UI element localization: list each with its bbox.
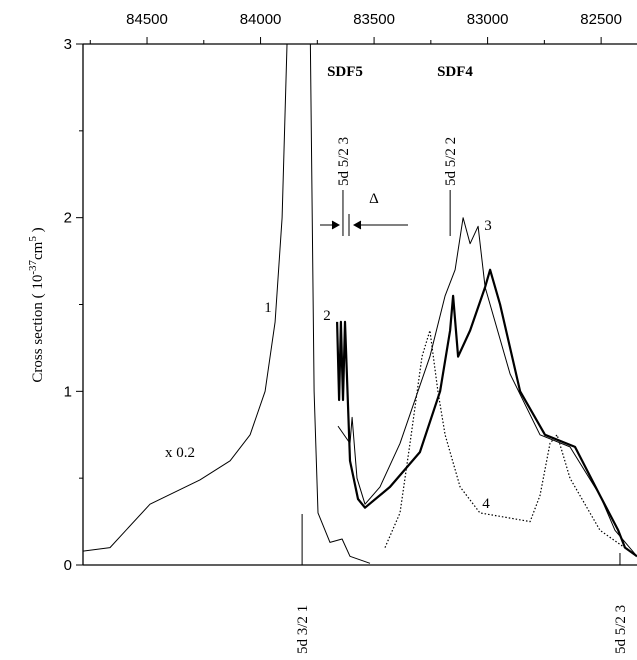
curve-label: 3 — [484, 218, 492, 234]
x-tick-label: 84500 — [126, 11, 168, 28]
marker-label: 5d 5/2 3 — [336, 137, 352, 186]
annotation: x 0.2 — [165, 445, 195, 461]
curve — [336, 268, 637, 558]
y-tick-label: 3 — [64, 36, 72, 53]
marker-label: 5d 5/2 3 — [613, 605, 629, 654]
y-tick-label: 1 — [64, 383, 72, 400]
annotation: SDF5 — [327, 64, 363, 80]
curve — [83, 44, 371, 564]
curve-label: 2 — [323, 308, 331, 324]
x-tick-label: 83000 — [467, 11, 509, 28]
plot-area — [83, 44, 637, 564]
y-tick-label: 2 — [64, 210, 72, 227]
curve — [337, 217, 637, 557]
y-label-part: ) — [30, 227, 46, 236]
curve-label: 4 — [482, 496, 490, 512]
x-tick-label: 84000 — [240, 11, 282, 28]
x-tick-label: 82500 — [580, 11, 622, 28]
y-label-part: Cross section ( 10 — [30, 275, 46, 383]
delta-arrows — [320, 214, 408, 236]
y-axis-label: Cross section ( 10-37cm5 ) — [27, 227, 46, 382]
curve-label: 1 — [264, 300, 272, 316]
y-label-superscript: 5 — [27, 236, 39, 242]
y-label-part: cm — [30, 241, 46, 260]
x-tick-label: 83500 — [353, 11, 395, 28]
y-label-superscript: -37 — [27, 260, 39, 275]
y-tick-label: 0 — [64, 557, 72, 574]
annotation: Δ — [369, 191, 379, 207]
marker-label: 5d 5/2 2 — [443, 137, 459, 186]
annotation: SDF4 — [437, 64, 473, 80]
marker-label: 5d 3/2 1 — [295, 605, 311, 654]
